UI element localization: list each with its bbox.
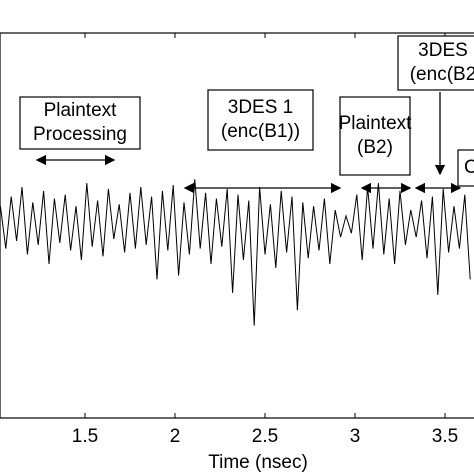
annotation-box — [339, 96, 411, 176]
annotation-text: Plaintext — [44, 100, 118, 121]
x-tick-label: 2 — [170, 426, 181, 447]
x-tick-label: 3.5 — [432, 426, 458, 447]
annotation-text: (enc(B2 — [410, 64, 474, 85]
annotation-box — [19, 96, 141, 150]
annotation-box — [207, 89, 314, 151]
trace — [0, 179, 471, 326]
x-tick-label: 1.5 — [72, 426, 98, 447]
annotation-text: Plaintext — [339, 113, 413, 134]
annotation-box — [397, 35, 474, 91]
annotation-text: Processing — [33, 124, 127, 145]
axes-frame — [0, 32, 474, 419]
annotation-text: (B2) — [357, 137, 393, 158]
annotation-text: (enc(B1)) — [221, 121, 300, 142]
annotation-arrows — [35, 92, 462, 194]
annotation-box — [457, 149, 474, 187]
annotation-text: 3DES — [418, 40, 468, 61]
x-axis-label: Time (nsec) — [208, 452, 308, 473]
x-tick-label: 3 — [350, 426, 361, 447]
x-tick-label: 2.5 — [252, 426, 278, 447]
annotation-text: 3DES 1 — [228, 97, 293, 118]
annotation-text: C — [464, 157, 474, 178]
